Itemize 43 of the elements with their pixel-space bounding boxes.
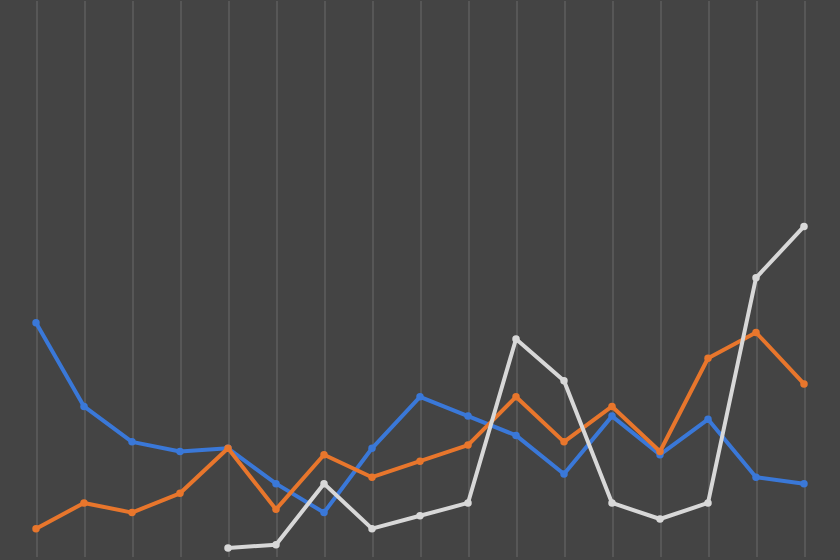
point — [368, 444, 376, 453]
point — [800, 479, 808, 488]
point — [752, 473, 760, 481]
point — [752, 328, 760, 337]
point — [704, 354, 712, 362]
point — [800, 380, 808, 388]
point — [368, 473, 376, 481]
point — [560, 438, 568, 446]
point — [752, 274, 760, 282]
point — [128, 508, 136, 517]
point — [80, 499, 88, 507]
point — [416, 393, 424, 401]
point — [704, 415, 712, 424]
point — [368, 524, 376, 533]
point — [320, 508, 328, 517]
point — [512, 335, 520, 343]
point — [464, 499, 472, 507]
point — [608, 412, 616, 420]
point — [560, 377, 568, 385]
point — [464, 412, 472, 420]
point — [416, 512, 424, 520]
point — [608, 499, 616, 507]
point — [32, 319, 40, 327]
point — [608, 402, 616, 411]
point — [416, 457, 424, 465]
point — [272, 541, 280, 549]
point — [704, 499, 712, 507]
point — [512, 393, 520, 401]
point — [176, 489, 184, 498]
point — [656, 515, 664, 523]
point — [272, 505, 280, 514]
point — [80, 402, 88, 411]
point — [176, 447, 184, 456]
point — [800, 222, 808, 231]
point — [560, 470, 568, 478]
point — [32, 524, 40, 533]
point — [320, 479, 328, 488]
point — [464, 441, 472, 449]
point — [224, 544, 232, 552]
point — [512, 431, 520, 440]
point — [320, 450, 328, 459]
point — [128, 438, 136, 446]
point — [272, 479, 280, 488]
